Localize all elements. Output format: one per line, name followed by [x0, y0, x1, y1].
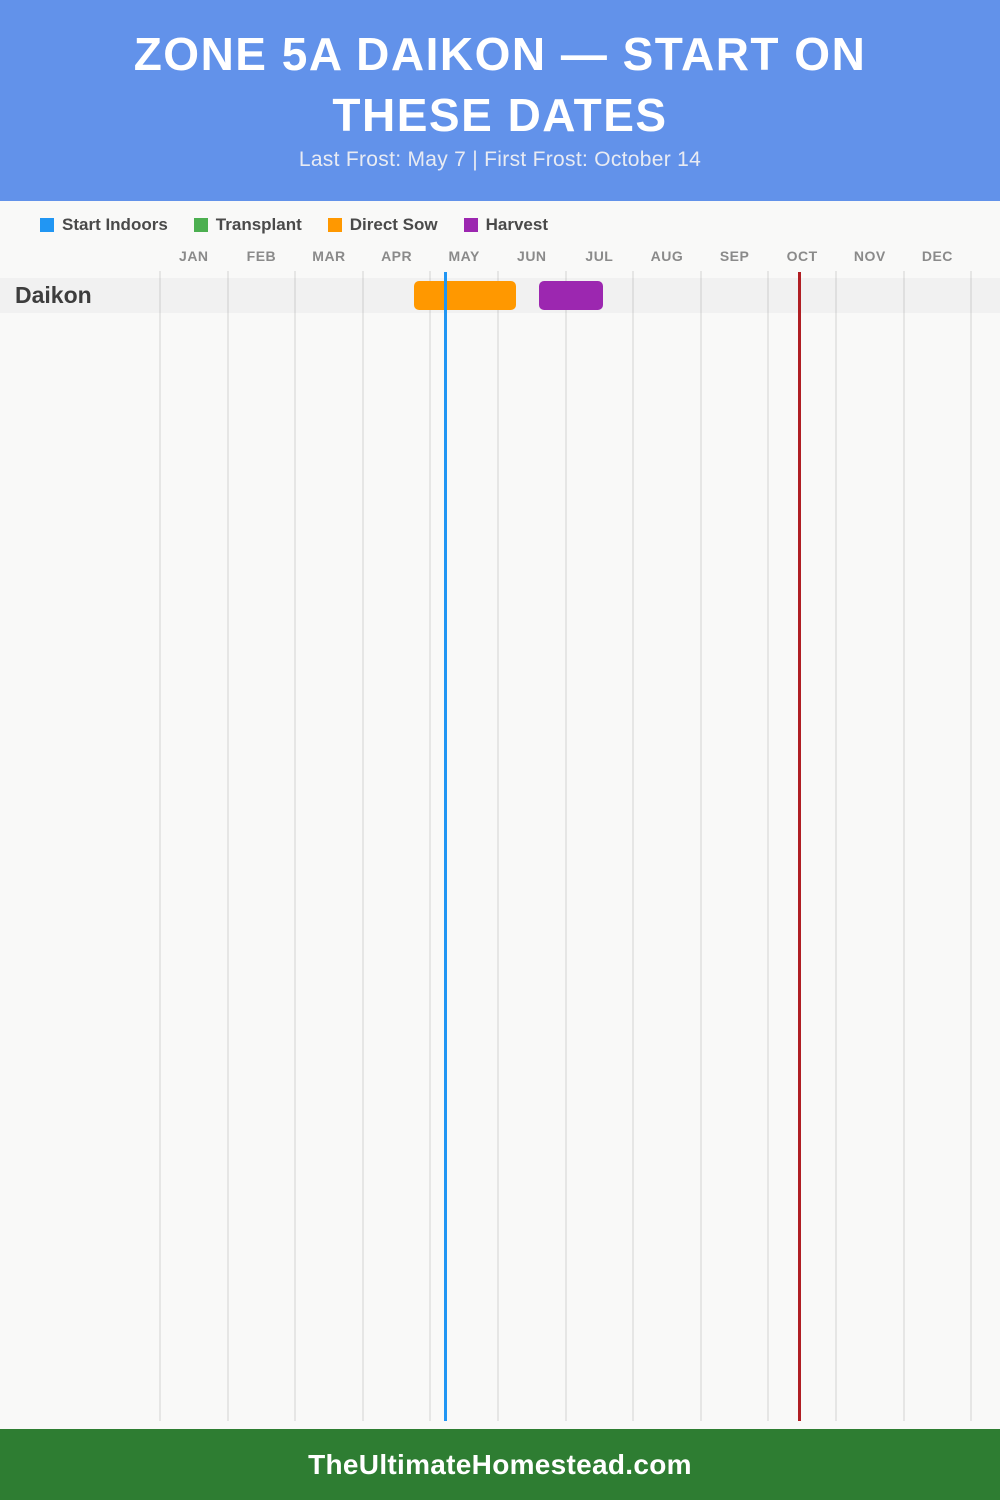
month-label-jan: JAN — [179, 248, 209, 264]
crop-row-label: Daikon — [15, 282, 92, 308]
frost-dates-subtitle: Last Frost: May 7 | First Frost: October… — [298, 148, 702, 171]
gridline-month-boundary — [632, 271, 635, 1421]
legend-item-harvest: Harvest — [463, 215, 548, 235]
bar-harvest — [539, 281, 603, 310]
month-label-nov: NOV — [853, 248, 886, 264]
month-label-apr: APR — [381, 248, 413, 264]
last-frost-line — [444, 272, 448, 1421]
legend-label-harvest: Harvest — [485, 215, 548, 234]
legend-label-direct-sow: Direct Sow — [349, 215, 438, 234]
gridline-month-boundary — [294, 271, 297, 1421]
first-frost-line — [797, 272, 801, 1421]
gridline-month-boundary — [699, 271, 702, 1421]
legend-item-transplant: Transplant — [193, 215, 302, 235]
page-title: ZONE 5A DAIKON — START ON THESE DATES — [0, 0, 1000, 146]
title-line-2: THESE DATES — [332, 89, 668, 141]
bar-direct-sow — [414, 281, 517, 310]
legend-swatch-start-indoors — [40, 218, 54, 232]
month-label-feb: FEB — [246, 248, 277, 264]
gridline-month-boundary — [835, 271, 837, 1421]
title-line-1: ZONE 5A DAIKON — START ON — [133, 28, 867, 80]
gridline-month-boundary — [159, 271, 161, 1421]
gridline-month-boundary — [497, 271, 499, 1421]
month-label-dec: DEC — [921, 248, 953, 264]
gridline-month-boundary — [429, 271, 432, 1421]
gridline-month-boundary — [226, 271, 229, 1421]
legend-label-start-indoors: Start Indoors — [62, 215, 168, 234]
legend-item-direct-sow: Direct Sow — [327, 215, 438, 235]
website-link: TheUltimateHomestead.com — [308, 1448, 692, 1480]
gridline-month-boundary — [767, 271, 770, 1421]
legend-item-start-indoors: Start Indoors — [40, 215, 168, 235]
legend-label-transplant: Transplant — [215, 215, 302, 234]
legend-swatch-harvest — [463, 218, 478, 232]
month-label-may: MAY — [448, 248, 480, 264]
legend-swatch-transplant — [193, 218, 208, 232]
footer: TheUltimateHomestead.com — [0, 1429, 1000, 1500]
month-label-jun: JUN — [517, 248, 547, 264]
gridline-month-boundary — [970, 271, 973, 1421]
month-label-aug: AUG — [650, 248, 684, 264]
header: ZONE 5A DAIKON — START ON THESE DATES La… — [0, 0, 1000, 201]
month-label-mar: MAR — [312, 248, 346, 264]
gridline-month-boundary — [564, 271, 567, 1421]
gridline-month-boundary — [902, 271, 905, 1421]
gridline-month-boundary — [361, 271, 364, 1421]
legend-swatch-direct-sow — [327, 218, 342, 232]
legend: Start Indoors Transplant Direct Sow Harvest — [40, 212, 548, 238]
month-label-sep: SEP — [719, 248, 750, 264]
month-label-oct: OCT — [786, 248, 818, 264]
month-label-jul: JUL — [585, 248, 614, 264]
